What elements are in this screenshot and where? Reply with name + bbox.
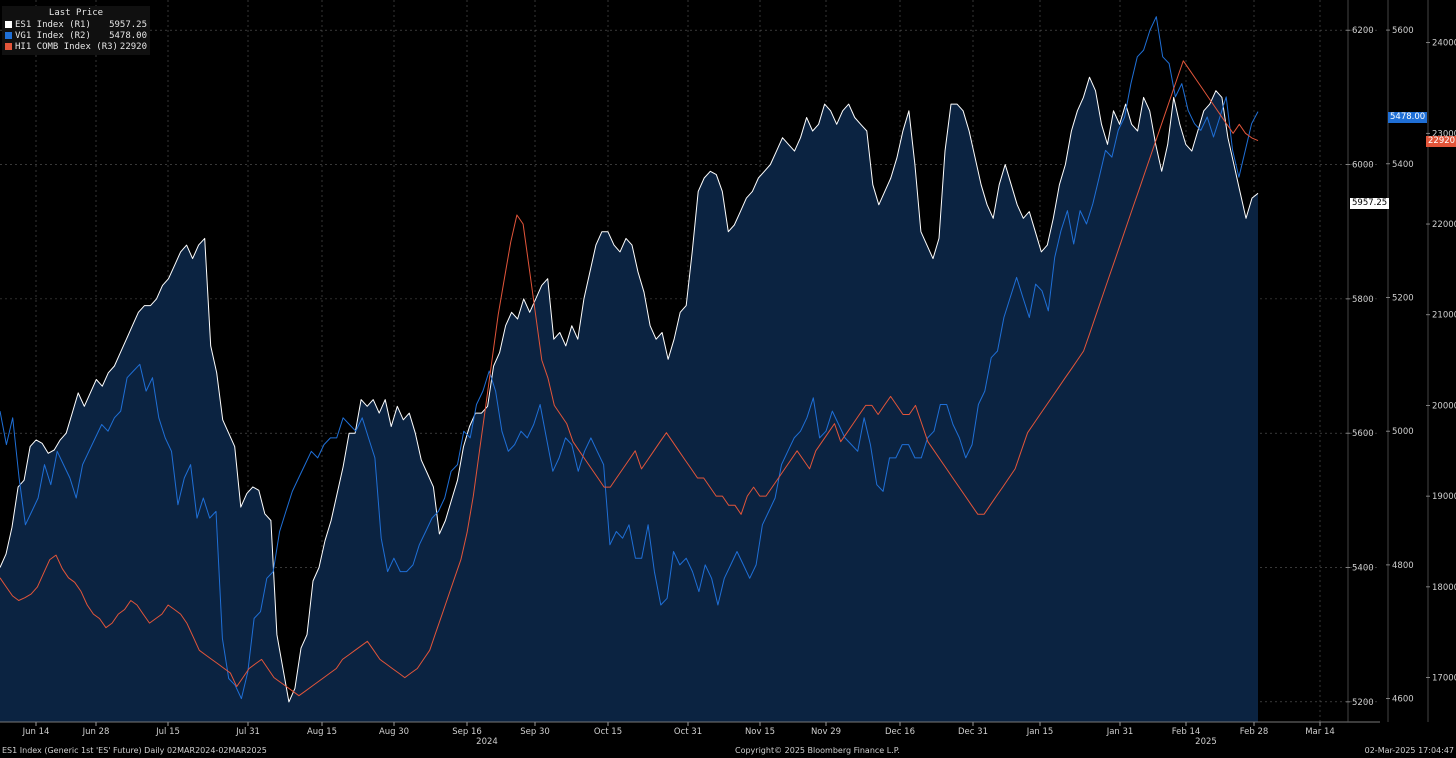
legend-title: Last Price [48,8,104,18]
x-tick-label: Sep 30 [520,727,550,737]
y-tick-label-r3: 18000 [1432,583,1456,593]
x-tick-label: Oct 31 [674,727,702,737]
x-tick-label: Sep 16 [452,727,482,737]
x-year-label: 2024 [476,737,498,747]
x-tick-label: Jul 15 [155,727,180,737]
y-tick-label-r2: 4800 [1392,561,1414,571]
y-tick-label-r1: 6200 [1352,26,1374,36]
x-tick-label: Jun 28 [82,727,110,737]
legend-label: VG1 Index (R2) [15,30,91,41]
y-tick-label-r3: 21000 [1432,311,1456,321]
x-tick-label: Feb 14 [1172,727,1201,737]
x-tick-label: Dec 16 [885,727,915,737]
x-tick-label: Nov 29 [811,727,841,737]
x-tick-label: Aug 15 [307,727,337,737]
x-tick-label: Nov 15 [745,727,775,737]
series-line-es1-index [0,76,1259,703]
legend-swatch-es1 [5,21,12,28]
y-tick-label-r1: 5200 [1352,698,1374,708]
y-tick-label-r1: 5600 [1352,429,1374,439]
y-tick-label-r2: 5000 [1392,427,1414,437]
y-tick-label-r3: 19000 [1432,492,1456,502]
y-tick-label-r1: 5800 [1352,295,1374,305]
legend-item-hi1: HI1 COMB Index (R3) 22920 [5,41,147,52]
price-tag-es1: 5957.25 [1350,198,1390,209]
y-tick-label-r2: 5400 [1392,160,1414,170]
legend-swatch-vg1 [5,32,12,39]
x-axis: Jun 14 Jun 28 Jul 15 Jul 31 Aug 15 Aug 30 Sep … [0,721,1380,747]
legend-item-es1: ES1 Index (R1) 5957.25 [5,19,147,30]
footer-copyright: Copyright© 2025 Bloomberg Finance L.P. [735,746,900,755]
y-tick-label-r3: 24000 [1432,39,1456,49]
price-tag-vg1: 5478.00 [1388,112,1428,123]
x-tick-label: Aug 30 [379,727,409,737]
footer-timestamp: 02-Mar-2025 17:04:47 [1364,746,1454,755]
footer-left: ES1 Index (Generic 1st 'ES' Future) Dail… [2,746,267,755]
y-tick-label-r3: 20000 [1432,401,1456,411]
y-tick-label-r3: 22000 [1432,220,1456,230]
legend-value: 5957.25 [109,19,147,30]
x-tick-label: Mar 14 [1305,727,1335,737]
y-tick-label-r1: 6000 [1352,161,1374,171]
legend-value: 22920 [119,41,147,52]
x-tick-label: Jan 31 [1106,727,1134,737]
x-tick-label: Jul 31 [235,727,260,737]
x-tick-label: Dec 31 [958,727,988,737]
legend-swatch-hi1 [5,43,12,50]
es1-area [0,77,1258,722]
series-line-hi1-comb-index [0,60,1259,697]
legend: Last Price ES1 Index (R1) 5957.25 VG1 In… [2,6,150,55]
y-tick-label-r2: 5600 [1392,26,1414,36]
price-tag-hi1: 22920 [1426,136,1456,147]
x-tick-label: Jan 15 [1026,727,1054,737]
series-line-vg1-index [0,16,1259,700]
series-lines [0,16,1259,703]
y-tick-label-r3: 17000 [1432,674,1456,684]
x-tick-label: Oct 15 [594,727,622,737]
y-tick-label-r1: 5400 [1352,564,1374,574]
y-tick-label-r2: 4600 [1392,695,1414,705]
legend-label: HI1 COMB Index (R3) [15,41,118,52]
area-fill-es1-index [0,77,1258,722]
legend-item-vg1: VG1 Index (R2) 5478.00 [5,30,147,41]
legend-label: ES1 Index (R1) [15,19,91,30]
legend-value: 5478.00 [109,30,147,41]
x-tick-label: Jun 14 [22,727,50,737]
x-tick-label: Feb 28 [1240,727,1269,737]
x-year-label: 2025 [1195,737,1217,747]
y-tick-label-r3: 23000 [1432,129,1456,139]
y-tick-label-r2: 5200 [1392,293,1414,303]
